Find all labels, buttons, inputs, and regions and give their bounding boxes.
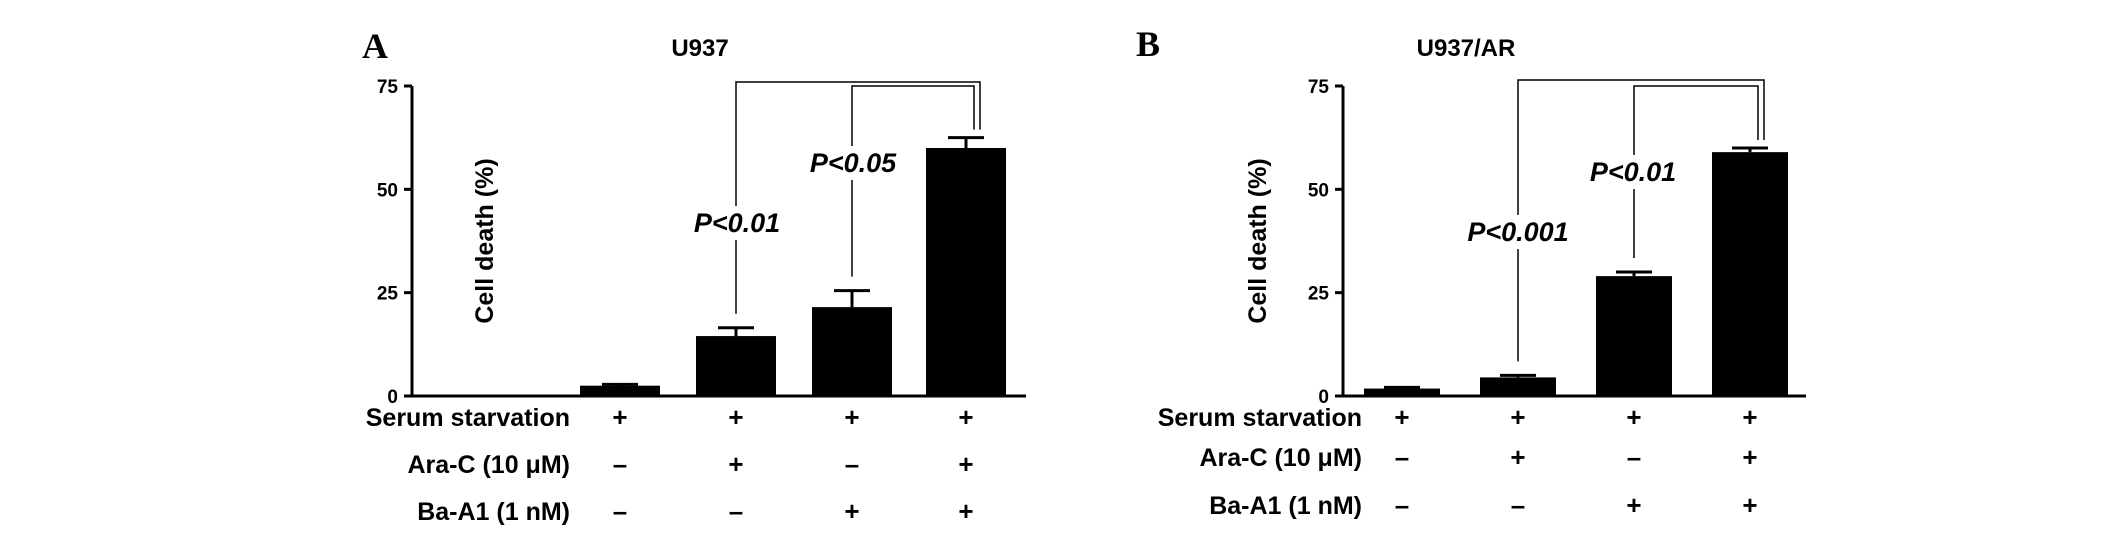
- bar: [812, 307, 892, 396]
- condition-label: Ara-C (10 μM): [407, 451, 570, 479]
- condition-sign: +: [1510, 402, 1525, 432]
- p-value-label: P<0.01: [694, 208, 780, 238]
- chart-title: U937: [671, 35, 728, 62]
- y-tick-label: 50: [1308, 180, 1329, 201]
- p-value-label-background: [1448, 215, 1588, 249]
- bar: [1364, 388, 1440, 396]
- panel-b: B U937/AR 0 25 50 75 Cell death (%) P<0.001 P<0.…: [1136, 24, 1806, 520]
- bar: [696, 336, 776, 396]
- condition-sign: –: [1395, 490, 1409, 520]
- bar: [926, 148, 1006, 396]
- y-tick-label: 75: [377, 77, 399, 98]
- condition-sign: +: [958, 449, 973, 479]
- panel-a: A U937 0 25 50 75 Cell death (%) P<0.01 P<0.05 Se…: [362, 26, 1026, 526]
- p-value-label-background: [783, 146, 923, 180]
- condition-sign: +: [728, 402, 743, 432]
- y-tick-label: 25: [377, 284, 399, 305]
- condition-sign: +: [1626, 490, 1641, 520]
- condition-sign: –: [613, 496, 627, 526]
- condition-sign: –: [1627, 442, 1641, 472]
- panel-letter: B: [1136, 24, 1160, 64]
- condition-label: Ara-C (10 μM): [1199, 444, 1362, 472]
- condition-sign: +: [958, 402, 973, 432]
- condition-sign: –: [1395, 442, 1409, 472]
- y-tick-label: 0: [387, 387, 398, 408]
- condition-sign: –: [1511, 490, 1525, 520]
- bar: [1480, 377, 1556, 396]
- y-tick-label: 25: [1308, 284, 1330, 305]
- y-tick-label: 75: [1308, 77, 1330, 98]
- condition-label: Ba-A1 (1 nM): [1209, 492, 1362, 520]
- condition-label: Serum starvation: [1158, 404, 1362, 432]
- condition-sign: –: [613, 449, 627, 479]
- significance-bracket: [735, 81, 981, 314]
- condition-sign: –: [729, 496, 743, 526]
- y-tick-label: 0: [1318, 387, 1329, 408]
- significance-bracket: [851, 85, 975, 277]
- p-value-label-background: [1563, 155, 1703, 189]
- condition-sign: +: [844, 402, 859, 432]
- y-axis-label: Cell death (%): [471, 158, 499, 323]
- p-value-label: P<0.001: [1467, 217, 1568, 247]
- p-value-label: P<0.01: [1590, 157, 1676, 187]
- chart-title: U937/AR: [1417, 35, 1516, 62]
- bar: [1712, 152, 1788, 396]
- condition-sign: –: [845, 449, 859, 479]
- condition-sign: +: [1394, 402, 1409, 432]
- condition-sign: +: [728, 449, 743, 479]
- bar: [580, 385, 660, 396]
- condition-sign: +: [1742, 490, 1757, 520]
- p-value-label-background: [667, 206, 807, 240]
- condition-label: Ba-A1 (1 nM): [417, 498, 570, 526]
- condition-sign: +: [1626, 402, 1641, 432]
- condition-sign: +: [844, 496, 859, 526]
- condition-sign: +: [958, 496, 973, 526]
- condition-sign: +: [1510, 442, 1525, 472]
- p-value-label: P<0.05: [810, 148, 897, 178]
- condition-sign: +: [1742, 442, 1757, 472]
- y-axis-label: Cell death (%): [1244, 158, 1272, 323]
- y-tick-label: 50: [377, 180, 398, 201]
- condition-sign: +: [1742, 402, 1757, 432]
- panel-letter: A: [362, 26, 388, 66]
- bar: [1596, 276, 1672, 396]
- condition-label: Serum starvation: [366, 404, 570, 432]
- condition-sign: +: [612, 402, 627, 432]
